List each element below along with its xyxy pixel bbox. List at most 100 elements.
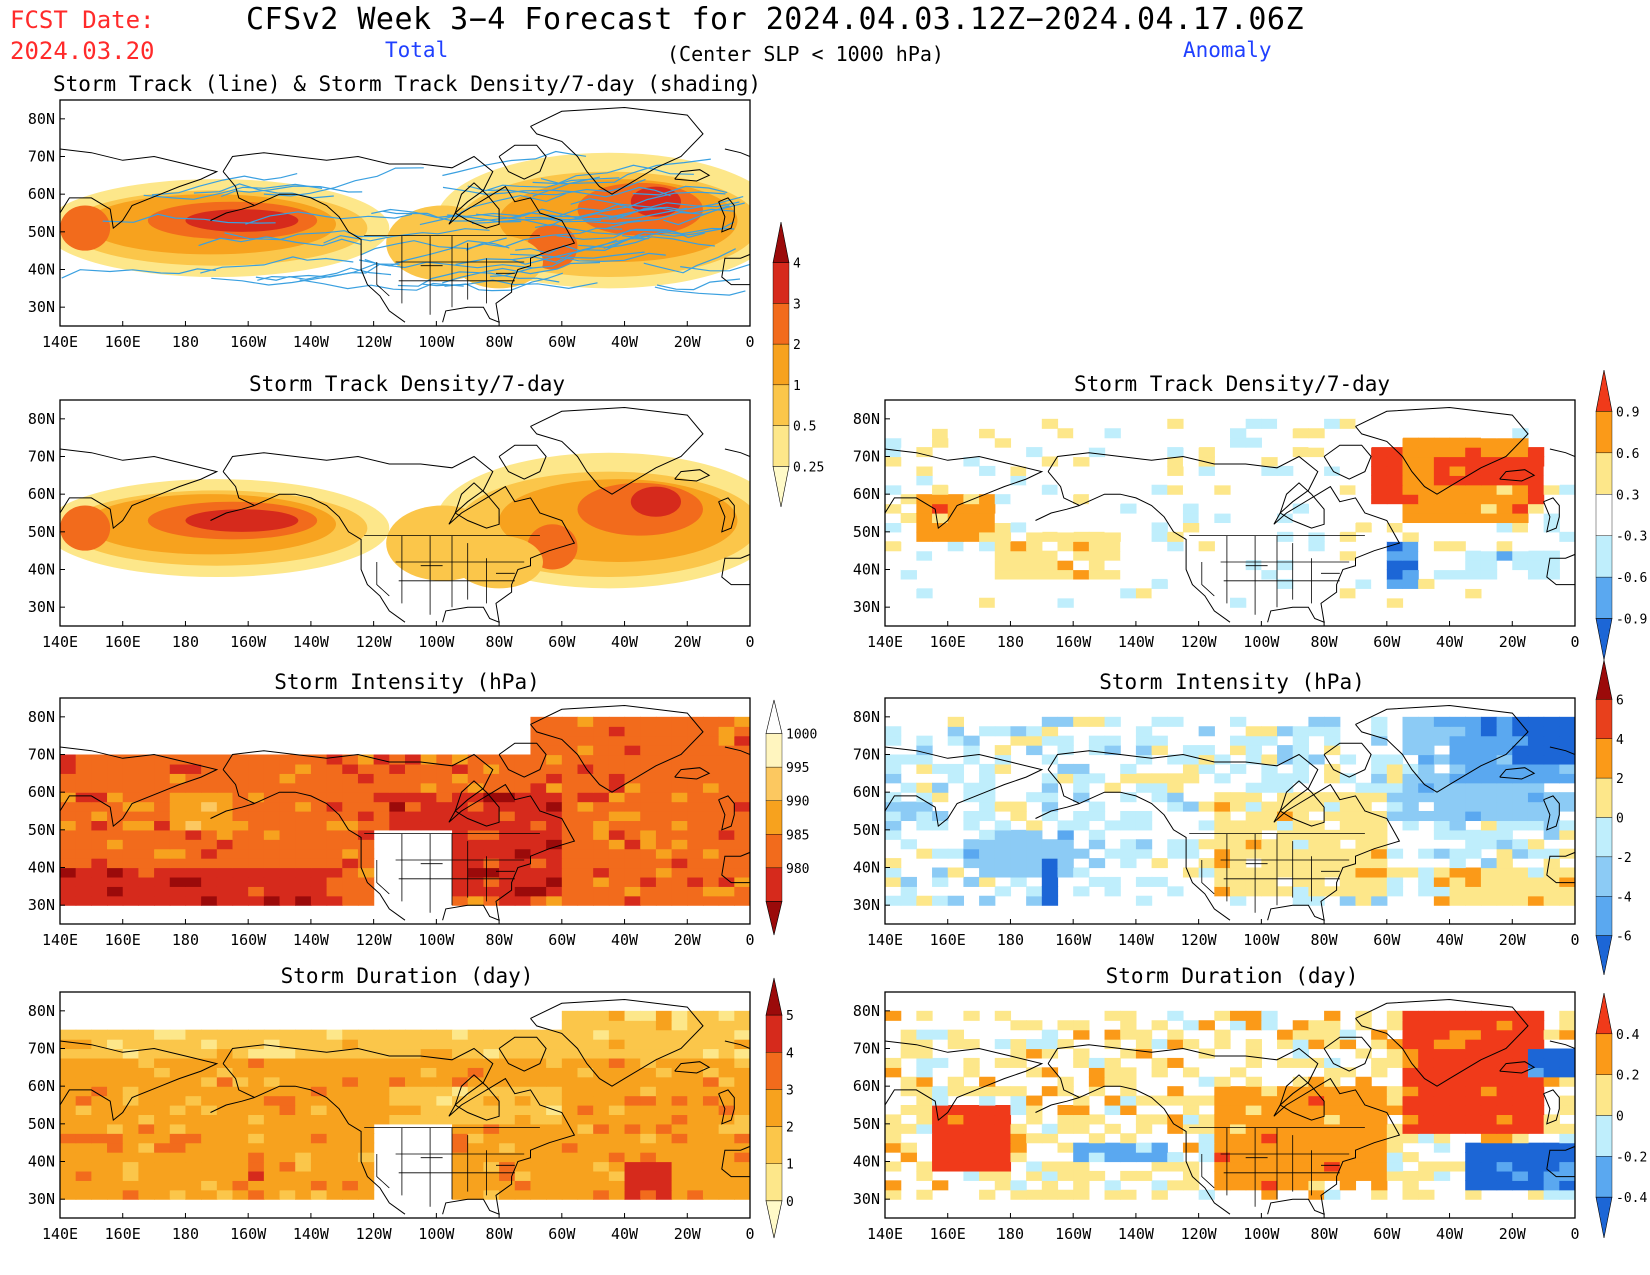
grid-cell	[107, 1142, 124, 1153]
grid-cell	[1277, 531, 1294, 542]
grid-cell	[1433, 1086, 1451, 1097]
grid-cell	[577, 848, 594, 859]
grid-cell	[1527, 1057, 1545, 1068]
grid-cell	[1167, 1161, 1184, 1172]
grid-cell	[640, 1189, 657, 1200]
grid-cell	[624, 1189, 641, 1200]
grid-cell	[1465, 513, 1482, 524]
grid-cell	[1104, 541, 1121, 552]
grid-cell	[1449, 820, 1466, 831]
grid-cell	[932, 531, 949, 542]
grid-cell	[1135, 735, 1153, 746]
grid-cell	[1386, 560, 1404, 571]
grid-cell	[994, 1010, 1012, 1021]
grid-cell	[1418, 513, 1435, 524]
coastline	[454, 780, 500, 827]
grid-cell	[671, 735, 688, 746]
grid-cell	[546, 735, 563, 746]
grid-cell	[91, 1152, 108, 1163]
grid-cell	[1261, 465, 1278, 476]
grid-cell	[1512, 745, 1529, 756]
grid-cell	[1355, 792, 1372, 803]
grid-cell	[138, 1029, 155, 1040]
grid-cell	[107, 848, 124, 859]
grid-cell	[1355, 801, 1372, 812]
grid-cell	[1151, 858, 1168, 869]
grid-cell	[1449, 811, 1466, 822]
grid-cell	[561, 1057, 579, 1068]
storm-track-line	[397, 271, 560, 287]
grid-cell	[201, 763, 218, 774]
grid-cell	[1465, 735, 1482, 746]
grid-cell	[1277, 867, 1294, 878]
grid-cell	[373, 1114, 390, 1125]
grid-cell	[483, 867, 500, 878]
colorbar-label: 0	[1616, 812, 1624, 827]
grid-cell	[1073, 1057, 1090, 1068]
grid-cell	[687, 801, 704, 812]
grid-cell	[452, 1029, 469, 1040]
x-tick-label: 160E	[930, 1225, 966, 1243]
storm-track-line	[654, 286, 746, 296]
grid-cell	[326, 895, 343, 906]
grid-cell	[216, 1048, 234, 1059]
grid-cell	[420, 773, 437, 784]
grid-cell	[947, 773, 965, 784]
grid-cell	[963, 1114, 980, 1125]
grid-cell	[1339, 1029, 1357, 1040]
grid-cell	[1277, 839, 1294, 850]
grid-cell	[624, 820, 641, 831]
grid-cell	[1543, 1189, 1560, 1200]
grid-cell	[279, 1180, 296, 1191]
grid-cell	[1104, 569, 1121, 580]
grid-cell	[1559, 801, 1575, 812]
y-tick-label: 70N	[28, 1040, 55, 1058]
grid-cell	[326, 792, 343, 803]
grid-cell	[1135, 1095, 1153, 1106]
grid-cell	[169, 792, 187, 803]
grid-cell	[734, 1086, 750, 1097]
grid-cell	[947, 1086, 965, 1097]
grid-cell	[1230, 886, 1247, 897]
grid-cell	[979, 513, 996, 524]
grid-cell	[1480, 1039, 1498, 1050]
grid-cell	[1339, 1180, 1357, 1191]
grid-cell	[60, 829, 77, 840]
grid-cell	[295, 1161, 312, 1172]
x-tick-label: 60W	[548, 333, 576, 351]
grid-cell	[885, 1067, 902, 1078]
grid-cell	[1073, 820, 1090, 831]
grid-cell	[1214, 811, 1231, 822]
x-tick-label: 20W	[674, 333, 702, 351]
grid-cell	[1543, 792, 1560, 803]
grid-cell	[640, 782, 657, 793]
grid-cell	[963, 735, 980, 746]
grid-cell	[561, 1048, 579, 1059]
grid-cell	[640, 1180, 657, 1191]
grid-cell	[671, 1039, 688, 1050]
grid-cell	[122, 1123, 140, 1134]
grid-cell	[452, 858, 469, 869]
grid-cell	[1010, 726, 1027, 737]
grid-cell	[1559, 820, 1575, 831]
grid-cell	[932, 867, 949, 878]
grid-cell	[1026, 456, 1043, 467]
grid-cell	[1402, 811, 1419, 822]
grid-cell	[1418, 1133, 1435, 1144]
grid-cell	[593, 726, 610, 737]
grid-cell	[1559, 1189, 1575, 1200]
grid-cell	[499, 848, 516, 859]
grid-cell	[1214, 484, 1231, 495]
grid-cell	[232, 1067, 249, 1078]
grid-cell	[1465, 475, 1482, 486]
grid-cell	[138, 1180, 155, 1191]
grid-cell	[671, 1133, 688, 1144]
grid-cell	[640, 1123, 657, 1134]
storm-track-line	[245, 211, 413, 225]
grid-cell	[1120, 522, 1137, 533]
grid-cell	[1386, 754, 1404, 765]
grid-cell	[310, 1039, 328, 1050]
grid-cell	[420, 792, 437, 803]
coastline	[1543, 497, 1560, 533]
